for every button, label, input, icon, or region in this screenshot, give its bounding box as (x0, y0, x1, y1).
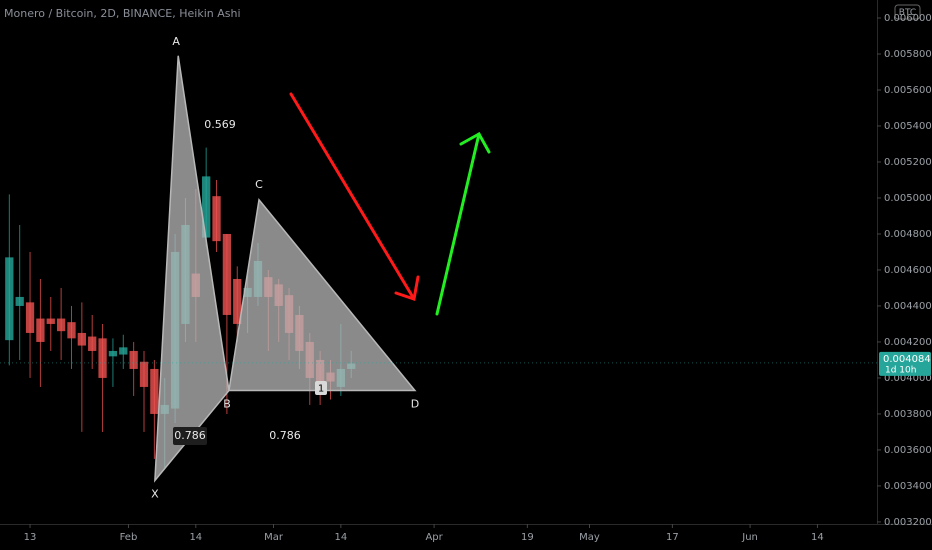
candle-body (108, 350, 118, 357)
ratio-box (173, 427, 207, 445)
y-tick-label: 0.004200 (884, 337, 932, 348)
y-tick-label: 0.005200 (884, 157, 932, 168)
arrow-down (289, 92, 420, 301)
ratio-label: 0.786 (174, 429, 206, 442)
candle-body (15, 296, 24, 306)
y-tick-label: 0.003200 (884, 517, 932, 528)
candle-body (212, 196, 221, 242)
y-tick-label: 0.004400 (884, 301, 932, 312)
candle-body (119, 347, 128, 355)
x-tick-label: 13 (24, 532, 37, 543)
y-tick-label: 0.005000 (884, 193, 932, 204)
x-tick-label: Apr (425, 532, 443, 543)
pattern-point-label: D (411, 398, 419, 411)
x-tick-label: 14 (811, 532, 824, 543)
candle-body (88, 336, 97, 351)
y-tick-label: 0.005400 (884, 121, 932, 132)
y-tick-label: 0.003800 (884, 409, 932, 420)
candle-body (46, 318, 55, 324)
candle-body (36, 318, 45, 342)
marker-box (315, 381, 327, 395)
y-tick-label: 0.004600 (884, 265, 932, 276)
candle-body (139, 361, 149, 387)
candle-body (202, 176, 211, 238)
x-tick-label: 19 (521, 532, 534, 543)
x-tick-label: 14 (189, 532, 202, 543)
arrow-up (435, 131, 491, 316)
candle-body (56, 318, 66, 332)
marker-label: 1 (318, 384, 324, 395)
candle-body (150, 368, 159, 414)
last-price-tag (879, 351, 931, 376)
pattern-point-label: B (223, 398, 231, 411)
chart-title: Monero / Bitcoin, 2D, BINANCE, Heikin As… (4, 7, 241, 20)
x-tick-label: 17 (666, 532, 679, 543)
candle-body (77, 332, 86, 346)
y-tick-label: 0.003400 (884, 481, 932, 492)
candle-body (98, 338, 107, 378)
y-tick-label: 0.005800 (884, 49, 932, 60)
x-tick-label: May (579, 532, 600, 543)
candle-body (25, 302, 35, 333)
y-tick-label: 0.006000 (884, 13, 932, 24)
last-price-label: 0.004084 (883, 354, 931, 365)
y-tick-label: 0.003600 (884, 445, 932, 456)
y-tick-label: 0.004800 (884, 229, 932, 240)
pattern-point-label: C (255, 178, 263, 191)
candle-body (233, 278, 242, 324)
x-tick-label: Feb (120, 532, 138, 543)
candle-body (5, 257, 14, 341)
countdown-label: 1d 10h (885, 365, 916, 375)
y-tick-label: 0.004000 (884, 373, 932, 384)
candle-body (67, 322, 76, 339)
x-tick-label: Mar (264, 532, 284, 543)
ratio-label: 0.786 (269, 429, 301, 442)
pattern-point-label: A (172, 35, 180, 48)
candle-body (222, 233, 232, 315)
currency-label: BTC (899, 8, 916, 18)
pattern-point-label: X (151, 488, 159, 501)
ratio-label: 0.569 (204, 118, 236, 131)
currency-badge (894, 4, 921, 20)
x-tick-label: 14 (334, 532, 347, 543)
y-tick-label: 0.005600 (884, 85, 932, 96)
candle-body (129, 350, 138, 369)
x-tick-label: Jun (741, 532, 758, 543)
